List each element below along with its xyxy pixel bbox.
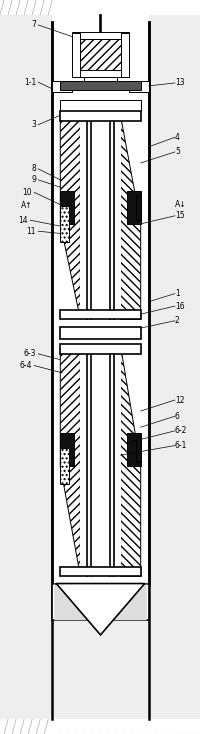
Bar [128,81,148,92]
Bar [52,584,148,620]
Polygon shape [0,0,52,734]
Text: 11: 11 [27,227,36,236]
Bar [60,567,140,576]
Text: 12: 12 [174,396,183,404]
Text: A↑: A↑ [20,201,32,210]
Bar [72,32,128,39]
Bar [80,346,120,576]
Polygon shape [60,346,80,576]
Polygon shape [52,620,148,719]
Bar [80,39,120,70]
Text: 4: 4 [174,133,179,142]
Polygon shape [56,584,144,635]
Bar [60,191,74,224]
Polygon shape [54,584,98,631]
Bar [80,116,120,319]
Bar [60,100,140,111]
Bar [60,310,140,319]
Text: 1: 1 [174,289,179,298]
Polygon shape [120,116,140,319]
Text: 6-3: 6-3 [24,349,36,358]
Text: 13: 13 [174,79,184,87]
Bar [84,61,116,83]
Text: 16: 16 [174,302,184,310]
Bar [60,448,69,484]
Text: 9: 9 [31,175,36,184]
Text: 7: 7 [31,21,36,29]
Text: 1-1: 1-1 [24,78,36,87]
Text: 15: 15 [174,211,184,220]
Bar [135,437,140,462]
Bar [52,15,148,719]
Text: 6-2: 6-2 [174,426,186,435]
Bar [60,344,140,354]
Text: 10: 10 [22,188,32,197]
Bar [60,111,140,121]
Bar [52,81,72,92]
Bar [60,327,140,339]
Bar [72,70,128,77]
Polygon shape [120,346,140,576]
Bar [135,195,140,220]
Text: 2: 2 [174,316,179,325]
Text: 6-1: 6-1 [174,441,186,450]
Text: 8: 8 [31,164,36,173]
Text: 14: 14 [18,216,28,225]
Polygon shape [102,584,146,631]
Bar [126,191,140,224]
Bar [120,33,128,77]
Polygon shape [148,15,200,719]
Bar [72,33,80,77]
Bar [60,206,69,242]
Bar [126,433,140,466]
Polygon shape [60,116,80,319]
Text: 5: 5 [174,148,179,156]
Bar [60,433,74,466]
Text: 6-4: 6-4 [20,361,32,370]
Bar [60,81,140,90]
Text: 6: 6 [174,412,179,421]
Text: 3: 3 [31,120,36,129]
Polygon shape [0,15,52,719]
Text: A↓: A↓ [174,200,186,208]
